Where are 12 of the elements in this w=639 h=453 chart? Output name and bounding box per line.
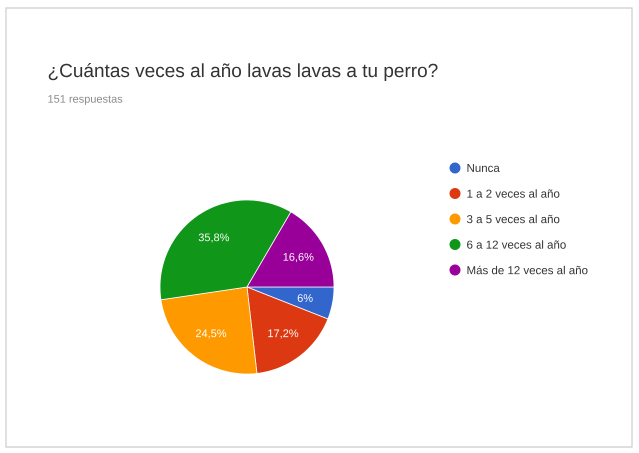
data-label: 16,6% (284, 253, 314, 262)
legend-label: 6 a 12 veces al año (467, 240, 566, 249)
legend-label: 3 a 5 veces al año (466, 214, 560, 224)
data-label: 6% (298, 294, 313, 302)
data-label: 35,8% (198, 233, 230, 243)
legend-label: Más de 12 veces al año (467, 266, 588, 274)
legend-label: Nunca (467, 164, 500, 172)
data-label: 24,5% (196, 329, 226, 338)
chart-subtitle: 151 respuestas (48, 95, 122, 105)
legend-label: 1 a 2 veces al año (467, 189, 560, 198)
data-label: 17,2% (268, 329, 298, 338)
chart-title: ¿Cuántas veces al año lavas lavas a tu perro? (48, 63, 438, 81)
